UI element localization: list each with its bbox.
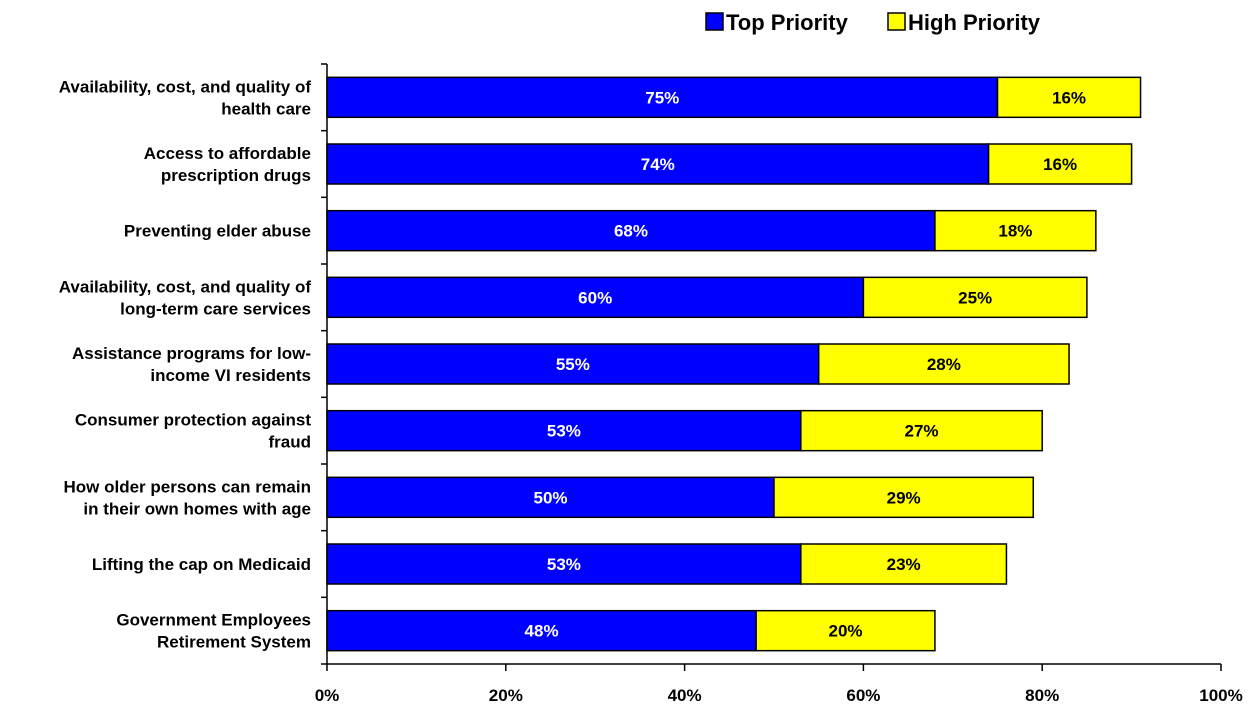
legend: Top Priority High Priority [705, 10, 1041, 35]
x-tick-label-5: 80% [1025, 686, 1059, 705]
category-label-6-line-2: fraud [269, 433, 312, 452]
bar-top-priority-3 [326, 209, 936, 252]
category-label-1-line-1: Availability, cost, and quality of [59, 77, 312, 96]
category-label-7-line-1: How older persons can remain [63, 477, 311, 496]
data-label-high-7: 29% [887, 488, 921, 507]
data-label-high-6: 27% [904, 422, 938, 441]
data-label-top-9: 48% [525, 622, 559, 641]
bar-high-priority-9 [755, 609, 936, 652]
bars [326, 76, 1142, 652]
data-label-high-1: 16% [1052, 88, 1086, 107]
data-label-top-3: 68% [614, 222, 648, 241]
data-label-top-8: 53% [547, 555, 581, 574]
data-label-high-2: 16% [1043, 155, 1077, 174]
legend-swatch-high-priority [887, 12, 906, 31]
bar-high-priority-7 [773, 476, 1035, 519]
data-label-high-4: 25% [958, 288, 992, 307]
data-label-high-5: 28% [927, 355, 961, 374]
data-label-top-6: 53% [547, 422, 581, 441]
axes: 0% 20% 40% 60% 80% 100% [315, 63, 1243, 705]
data-label-top-5: 55% [556, 355, 590, 374]
legend-label-top-priority: Top Priority [726, 10, 849, 35]
data-label-top-2: 74% [641, 155, 675, 174]
category-label-4-line-2: long-term care services [120, 299, 311, 318]
bar-top-priority-7 [326, 476, 775, 519]
bar-high-priority-3 [934, 209, 1097, 252]
bar-high-priority-5 [817, 343, 1070, 385]
bar-top-priority-2 [326, 143, 990, 185]
category-label-2-line-1: Access to affordable [144, 144, 311, 163]
category-label-4-line-1: Availability, cost, and quality of [59, 277, 312, 296]
category-label-9-line-1: Government Employees [116, 611, 311, 630]
category-label-8-line-1: Lifting the cap on Medicaid [92, 555, 311, 574]
bar-high-priority-8 [800, 543, 1008, 585]
category-label-1-line-2: health care [221, 99, 311, 118]
category-label-3-line-1: Preventing elder abuse [124, 222, 311, 241]
category-label-6-line-1: Consumer protection against [75, 411, 311, 430]
data-label-top-4: 60% [578, 288, 612, 307]
category-label-5-line-1: Assistance programs for low- [72, 344, 311, 363]
data-label-high-9: 20% [829, 622, 863, 641]
legend-label-high-priority: High Priority [908, 10, 1041, 35]
x-tick-label-3: 40% [668, 686, 702, 705]
legend-swatch-top-priority [705, 12, 724, 31]
category-labels: Availability, cost, and quality of health… [59, 77, 312, 651]
data-label-high-3: 18% [998, 222, 1032, 241]
data-label-top-7: 50% [533, 488, 567, 507]
data-label-top-1: 75% [645, 88, 679, 107]
bar-top-priority-4 [326, 276, 865, 319]
x-tick-label-2: 20% [489, 686, 523, 705]
data-label-high-8: 23% [887, 555, 921, 574]
category-label-2-line-2: prescription drugs [161, 166, 311, 185]
bar-high-priority-1 [996, 76, 1142, 119]
category-label-5-line-2: income VI residents [150, 366, 311, 385]
x-tick-label-1: 0% [315, 686, 340, 705]
bar-high-priority-4 [862, 276, 1088, 319]
x-tick-label-6: 100% [1199, 686, 1242, 705]
bar-labels: 75% 16% 74% 16% 68% 18% 60% 25% 55% 28% 53% 27% 50% 2… [525, 88, 1086, 640]
bar-high-priority-2 [987, 143, 1133, 185]
category-label-7-line-2: in their own homes with age [83, 499, 311, 518]
bar-top-priority-1 [326, 76, 999, 119]
bar-high-priority-6 [800, 409, 1043, 452]
category-label-9-line-2: Retirement System [157, 633, 311, 652]
x-tick-label-4: 60% [846, 686, 880, 705]
